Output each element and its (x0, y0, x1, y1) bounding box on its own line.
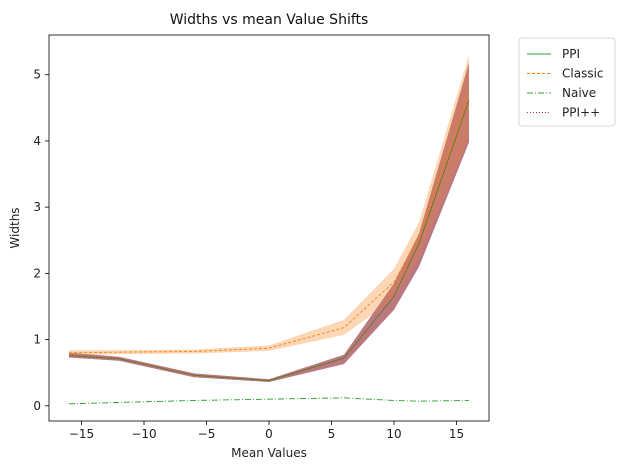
confidence-bands (69, 54, 469, 382)
x-axis-ticks: −15 −10 −5 0 5 10 15 (69, 421, 464, 441)
band-classic (69, 54, 469, 356)
legend-label: Classic (562, 67, 604, 81)
series-lines (68, 94, 470, 405)
y-tick-label: 3 (33, 200, 41, 214)
legend-frame (518, 37, 616, 127)
x-axis-label: Mean Values (231, 446, 307, 460)
legend-label: PPI++ (562, 106, 600, 120)
y-axis-label: Widths (8, 207, 22, 248)
x-tick-label: 15 (449, 427, 464, 441)
legend-label: Naive (562, 86, 596, 100)
band-ppi- (69, 62, 469, 382)
series-line-ppi- (68, 99, 470, 382)
y-tick-label: 1 (33, 333, 41, 347)
x-tick-label: −10 (131, 427, 156, 441)
x-tick-label: −5 (198, 427, 216, 441)
legend: PPI Classic Naive PPI++ (518, 37, 616, 127)
series-line-ppi (68, 99, 470, 382)
band-ppi (69, 62, 469, 382)
legend-label: PPI (562, 47, 580, 61)
y-tick-label: 0 (33, 399, 41, 413)
y-tick-label: 5 (33, 68, 41, 82)
x-tick-label: 0 (265, 427, 273, 441)
y-tick-label: 4 (33, 134, 41, 148)
series-line-classic (68, 94, 470, 354)
x-tick-label: 5 (328, 427, 336, 441)
y-tick-label: 2 (33, 266, 41, 280)
y-axis-ticks: 0 1 2 3 4 5 (33, 68, 49, 413)
x-tick-label: −15 (69, 427, 94, 441)
x-tick-label: 10 (386, 427, 401, 441)
series-line-naive (68, 397, 470, 405)
chart-title: Widths vs mean Value Shifts (170, 12, 369, 28)
